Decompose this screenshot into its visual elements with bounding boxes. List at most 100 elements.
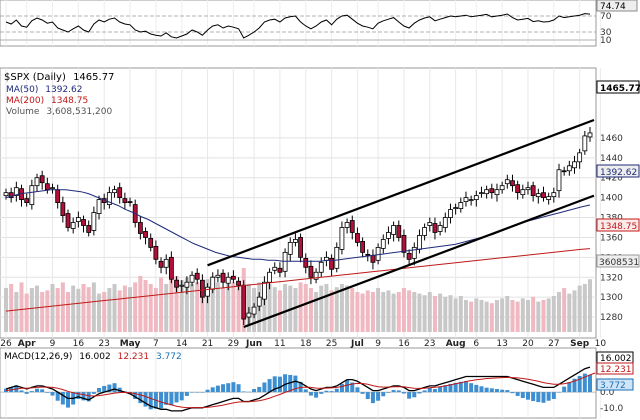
- volume-bar: [536, 301, 541, 332]
- candle-body: [520, 189, 526, 196]
- macd-hist-bar: [236, 384, 241, 393]
- candle-body: [267, 271, 272, 283]
- volume-bar: [190, 284, 195, 332]
- volume-bar: [396, 292, 401, 332]
- volume-bar: [324, 284, 329, 332]
- volume-bar: [138, 276, 143, 332]
- macd-hist-bar: [50, 392, 55, 396]
- volume-bar: [60, 282, 65, 332]
- macd-hist-bar: [448, 383, 453, 393]
- macd-hist-bar: [231, 382, 236, 393]
- macd-hist-bar: [386, 392, 391, 393]
- macd-hist-bar: [329, 391, 334, 393]
- candle-body: [541, 192, 546, 199]
- volume-bar: [283, 284, 288, 332]
- macd-tick-label: 0.0: [600, 388, 615, 398]
- candle-body: [535, 193, 541, 198]
- volume-bar: [45, 290, 50, 332]
- macd-hist-bar: [422, 390, 427, 393]
- volume-bar: [169, 274, 174, 332]
- candle-body: [510, 180, 515, 187]
- candle-body: [530, 185, 536, 197]
- macd-hist-bar: [510, 392, 515, 394]
- candle-body: [479, 192, 484, 195]
- volume-bar: [29, 288, 34, 332]
- candle-body: [453, 207, 459, 209]
- candle-body: [81, 219, 86, 226]
- trend-channel: [207, 118, 595, 329]
- volume-bar: [370, 292, 375, 332]
- candle-body: [205, 286, 210, 297]
- x-tick-label: Jun: [245, 339, 262, 349]
- volume-bar: [221, 288, 226, 332]
- x-tick-label: 25: [326, 339, 337, 349]
- candle-body: [60, 202, 66, 216]
- candle-body: [499, 185, 505, 191]
- volume-bar: [463, 300, 468, 332]
- candle-body: [329, 257, 334, 270]
- volume-bar: [205, 279, 210, 332]
- candle-body: [194, 272, 200, 280]
- x-tick-label: 16: [398, 339, 410, 349]
- channel-lower-line: [243, 194, 595, 329]
- candle-body: [179, 284, 185, 287]
- macd-series: [5, 366, 591, 412]
- macd-hist-bar: [531, 392, 536, 402]
- volume-bar: [422, 295, 427, 332]
- rsi-line: [0, 13, 596, 41]
- macd-hist-bar: [86, 392, 91, 402]
- macd-hist-bar: [308, 392, 313, 396]
- macd-hist-bar: [272, 376, 277, 393]
- macd-hist-bar: [159, 392, 164, 409]
- macd-hist-bar: [117, 387, 122, 393]
- x-tick-label: 21: [202, 339, 213, 349]
- macd-hist-bar: [577, 375, 582, 393]
- price-tick-label: 1400: [600, 194, 623, 204]
- volume-bar: [556, 292, 561, 332]
- x-tick-label: 11: [274, 339, 285, 349]
- macd-hist-bar: [210, 387, 215, 393]
- macd-hist-bar: [252, 389, 257, 393]
- candle-body: [556, 169, 562, 192]
- macd-hist-bar: [262, 382, 267, 393]
- volume-bar: [577, 285, 582, 332]
- candle-body: [215, 274, 221, 278]
- rsi-tick-label: 70: [600, 12, 612, 22]
- macd-hist-bar: [489, 388, 494, 393]
- macd-hist-bar: [463, 381, 468, 393]
- candle-body: [236, 280, 241, 286]
- macd-hist-bar: [133, 392, 138, 399]
- candle-body: [349, 220, 355, 233]
- legend-ma200-name: MA(200): [6, 96, 44, 106]
- x-tick-label: 6: [473, 339, 479, 349]
- candle-body: [489, 188, 495, 194]
- legend-ma50: MA(50) 1392.62: [6, 85, 83, 95]
- macd-label: MACD(12,26,9) 16.002 12.231 3.772: [4, 352, 182, 362]
- volume-bar: [360, 293, 365, 332]
- candle-body: [241, 284, 247, 320]
- candle-body: [484, 189, 490, 195]
- candle-body: [577, 152, 583, 163]
- x-tick-label: 29: [228, 339, 240, 349]
- macd-hist-bar: [339, 383, 344, 393]
- candle-body: [199, 279, 205, 298]
- macd-hist-bar: [184, 392, 189, 396]
- candle-body: [375, 246, 381, 261]
- volume-bar: [122, 285, 127, 332]
- x-tick-label: 26: [0, 339, 12, 349]
- candle-body: [422, 227, 428, 236]
- macd-value: 16.002: [79, 352, 111, 362]
- volume-bar: [515, 301, 520, 332]
- volume-bar: [303, 284, 308, 332]
- macd-hist-bar: [283, 374, 288, 393]
- candle-body: [411, 246, 417, 259]
- ma200-box: 1348.75: [596, 218, 640, 232]
- macd-hist-bar: [381, 392, 386, 397]
- macd-hist-bar: [55, 392, 60, 401]
- x-tick-label: Aug: [446, 339, 466, 349]
- volume-bar: [308, 288, 313, 332]
- volume-bar: [128, 287, 133, 332]
- macd-hist-bar: [19, 390, 24, 393]
- macd-hist-bar: [541, 392, 546, 403]
- macd-hist-bar: [60, 392, 65, 405]
